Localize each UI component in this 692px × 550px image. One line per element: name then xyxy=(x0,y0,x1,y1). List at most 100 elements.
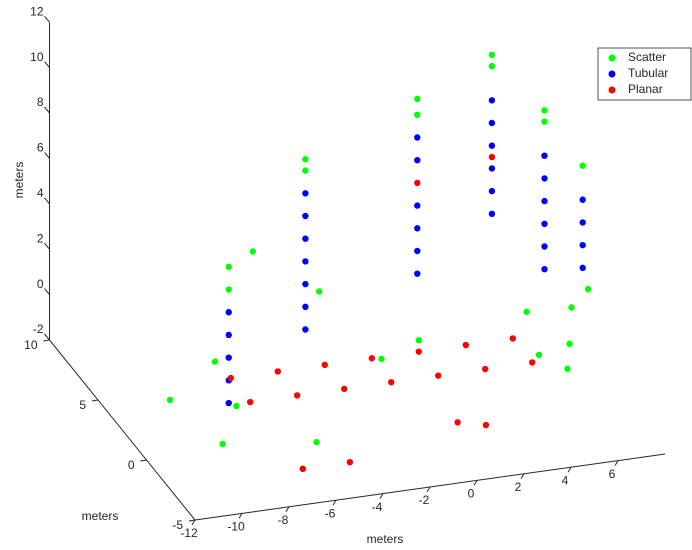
x-tick-label: -6 xyxy=(325,506,336,520)
point xyxy=(580,219,586,225)
point xyxy=(541,175,547,181)
point xyxy=(212,358,218,364)
point xyxy=(416,337,422,343)
point xyxy=(489,52,495,58)
legend-marker xyxy=(609,87,616,94)
point xyxy=(322,362,328,368)
point xyxy=(454,419,460,425)
point xyxy=(302,326,308,332)
point xyxy=(482,366,488,372)
y-tick xyxy=(44,340,50,341)
legend-label: Tubular xyxy=(628,66,668,80)
x-tick-label: 2 xyxy=(515,480,522,494)
point xyxy=(523,309,529,315)
point xyxy=(580,265,586,271)
point xyxy=(378,356,384,362)
point xyxy=(489,120,495,126)
point xyxy=(294,392,300,398)
point xyxy=(489,211,495,217)
z-tick xyxy=(45,243,50,249)
point xyxy=(226,264,232,270)
point xyxy=(564,366,570,372)
point xyxy=(275,368,281,374)
point xyxy=(414,271,420,277)
point xyxy=(302,258,308,264)
point xyxy=(302,236,308,242)
point xyxy=(247,399,253,405)
z-axis-label: meters xyxy=(12,162,26,199)
point xyxy=(302,167,308,173)
z-tick xyxy=(45,16,50,22)
point xyxy=(489,63,495,69)
point xyxy=(580,197,586,203)
point xyxy=(541,243,547,249)
point xyxy=(541,153,547,159)
point xyxy=(541,107,547,113)
z-tick-label: -2 xyxy=(33,322,44,336)
point xyxy=(369,355,375,361)
point xyxy=(219,441,225,447)
point xyxy=(341,386,347,392)
point xyxy=(489,188,495,194)
z-tick-label: 6 xyxy=(37,141,44,155)
point xyxy=(489,97,495,103)
point xyxy=(529,359,535,365)
point xyxy=(414,225,420,231)
x-axis-label: meters xyxy=(367,532,404,546)
point xyxy=(414,248,420,254)
y-tick xyxy=(141,460,147,461)
legend-label: Planar xyxy=(628,82,663,96)
point xyxy=(435,372,441,378)
y-axis xyxy=(50,340,196,520)
z-tick-label: 12 xyxy=(30,4,44,18)
y-tick xyxy=(92,400,98,401)
point xyxy=(226,309,232,315)
point xyxy=(414,112,420,118)
point xyxy=(536,352,542,358)
point xyxy=(414,202,420,208)
z-tick-label: 2 xyxy=(37,231,44,245)
point xyxy=(167,397,173,403)
point xyxy=(226,400,232,406)
legend-marker xyxy=(609,55,616,62)
point xyxy=(541,221,547,227)
point xyxy=(463,342,469,348)
point xyxy=(414,96,420,102)
point xyxy=(226,286,232,292)
point xyxy=(316,288,322,294)
y-tick-label: -5 xyxy=(172,518,183,532)
point xyxy=(510,335,516,341)
y-axis-label: meters xyxy=(82,509,119,523)
x-tick-label: 0 xyxy=(468,487,475,501)
z-tick xyxy=(45,152,50,158)
point xyxy=(226,332,232,338)
point xyxy=(489,143,495,149)
z-tick-label: 4 xyxy=(37,186,44,200)
y-tick-label: 0 xyxy=(128,458,135,472)
x-tick-label: 6 xyxy=(609,467,616,481)
point xyxy=(568,304,574,310)
x-tick-label: -2 xyxy=(419,493,430,507)
x-tick-label: -10 xyxy=(227,520,245,534)
z-tick-label: 0 xyxy=(37,277,44,291)
chart: meters meters meters ScatterTubularPlana… xyxy=(0,0,692,550)
point xyxy=(302,213,308,219)
point xyxy=(585,286,591,292)
point xyxy=(541,266,547,272)
x-tick-label: -4 xyxy=(372,500,383,514)
x-tick-label: -8 xyxy=(278,513,289,527)
point xyxy=(226,354,232,360)
z-tick xyxy=(45,289,50,295)
point xyxy=(300,466,306,472)
point xyxy=(580,242,586,248)
point xyxy=(302,304,308,310)
z-tick-label: 8 xyxy=(37,95,44,109)
point xyxy=(313,439,319,445)
point xyxy=(302,190,308,196)
z-tick xyxy=(45,334,50,340)
point xyxy=(228,375,234,381)
point xyxy=(489,165,495,171)
z-tick xyxy=(45,107,50,113)
point xyxy=(483,422,489,428)
